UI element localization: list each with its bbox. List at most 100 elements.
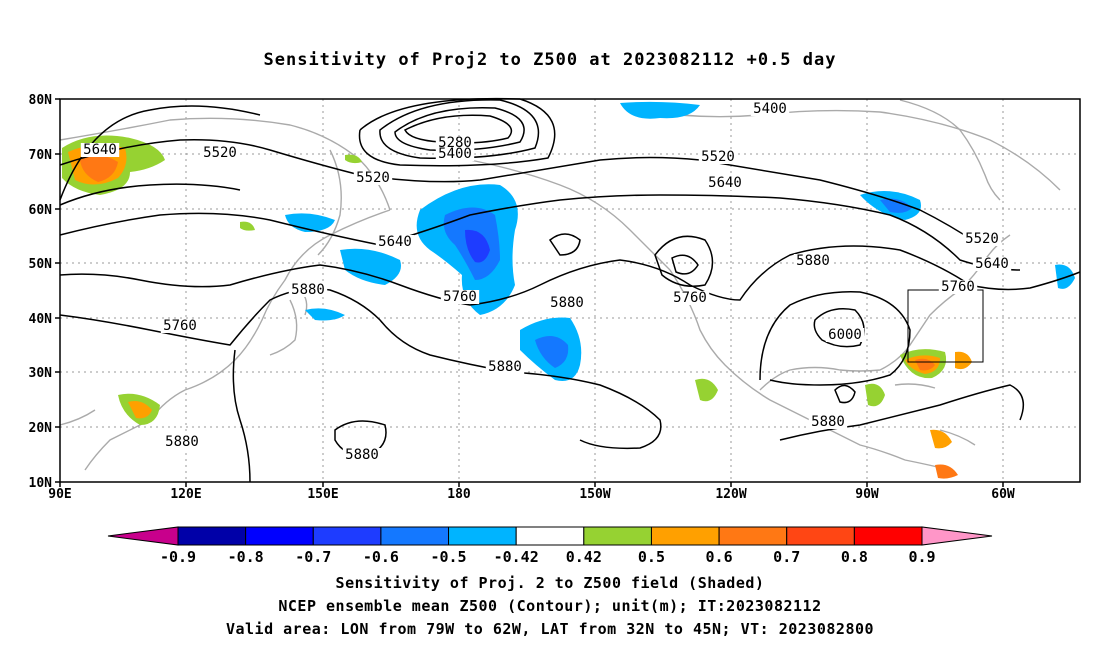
colorbar-swatch [448, 526, 517, 546]
contour-5880 [59, 288, 911, 450]
contour-labels: 5640 552055205280540054005520564056405760… [80, 101, 1012, 463]
contour-label: 5880 [165, 434, 199, 450]
colorbar-label: -0.9 [160, 548, 196, 566]
contour-label-bg [440, 290, 480, 304]
coastline-caribbean [894, 383, 976, 446]
colorbar-swatch [515, 526, 585, 546]
lat-label: 70N [29, 148, 53, 163]
contour-5760 [59, 245, 1081, 306]
colorbar-label: 0.5 [638, 548, 665, 566]
caption-shaded: Sensitivity of Proj. 2 to Z500 field (Sh… [335, 574, 765, 592]
colorbar-swatch [718, 526, 788, 546]
lat-label: 60N [29, 203, 53, 218]
colorbar-swatch [380, 526, 450, 546]
lon-label: 60W [991, 487, 1015, 502]
coastline-asia [59, 117, 391, 471]
latitude-labels: 80N 70N 60N 50N 40N 30N 20N 10N [29, 93, 53, 491]
caption-contour: NCEP ensemble mean Z500 (Contour); unit(… [278, 597, 822, 615]
contour-5280 [403, 114, 513, 144]
contour-label-bg [825, 328, 865, 342]
contour-label-bg [750, 102, 790, 116]
lon-label: 180 [447, 487, 471, 502]
contour-label: 5880 [345, 447, 379, 463]
contour-label-bg [435, 147, 475, 161]
contour-label-bg [435, 136, 475, 150]
lat-label: 40N [29, 312, 53, 327]
contour-label-bg [162, 435, 202, 449]
coastline-arctic [639, 109, 1061, 191]
colorbar-swatch [786, 526, 855, 546]
lat-label: 10N [29, 476, 53, 491]
contour-label-bg [547, 296, 587, 310]
contour-label: 5640 [378, 234, 412, 250]
coastline-greenland [899, 99, 1001, 201]
colorbar-high-arrow [921, 526, 993, 546]
lat-label: 50N [29, 257, 53, 272]
colorbar-swatch [650, 526, 720, 546]
lat-label: 30N [29, 366, 53, 381]
contour-label: 5400 [753, 101, 787, 117]
colorbar-low-arrow [107, 526, 179, 546]
colorbar-swatch [177, 526, 247, 546]
contour-label-bg [705, 176, 745, 190]
contour-label-bg [698, 150, 738, 164]
contour-label-bg [938, 280, 978, 294]
contour-label: 5880 [550, 295, 584, 311]
contour-label: 5640 [975, 256, 1009, 272]
contour-label: 5880 [291, 282, 325, 298]
contour-label-bg [485, 360, 525, 374]
colorbar-label: -0.8 [228, 548, 264, 566]
lon-label: 120E [170, 487, 201, 502]
contour-label: 5640 [83, 142, 117, 158]
contour-5640 [59, 194, 1021, 271]
colorbar-swatch [853, 526, 923, 546]
longitude-labels: 90E 120E 150E 180 150W 120W 90W 60W [48, 487, 1015, 502]
contour-label: 5880 [488, 359, 522, 375]
contour-label-bg [353, 171, 393, 185]
colorbar-label: 0.6 [706, 548, 733, 566]
contour-label: 6000 [828, 327, 862, 343]
map-frame [59, 98, 1081, 483]
contour-label: 5760 [941, 279, 975, 295]
contour-label: 5400 [438, 146, 472, 162]
contour-label-bg [80, 143, 120, 157]
contour-label: 5880 [796, 253, 830, 269]
contour-label-bg [342, 448, 382, 462]
colorbar-label: 0.7 [773, 548, 800, 566]
colorbar-label: 0.42 [566, 548, 602, 566]
contour-label-bg [670, 291, 710, 305]
lat-label: 80N [29, 93, 53, 108]
contour-label: 5640 [708, 175, 742, 191]
lon-label: 120W [715, 487, 746, 502]
contour-6000 [813, 308, 865, 348]
lon-label: 150E [307, 487, 338, 502]
colorbar-label: 0.9 [908, 548, 935, 566]
colorbar-label: -0.42 [494, 548, 539, 566]
coastline-japan [269, 289, 308, 356]
colorbar-label: -0.5 [430, 548, 466, 566]
colorbar-label: 0.8 [841, 548, 868, 566]
map-title: Sensitivity of Proj2 to Z500 at 20230821… [263, 50, 837, 70]
contour-label: 5520 [203, 145, 237, 161]
colorbar: -0.9 -0.8 -0.7 -0.6 -0.5 -0.42 0.42 0.5 0.6 0.7 0.… [107, 526, 993, 566]
lon-label: 150W [579, 487, 610, 502]
coastline-kamchatka [317, 149, 342, 256]
contour-label-bg [793, 254, 833, 268]
lon-label: 90E [48, 487, 71, 502]
contour-label-bg [375, 235, 415, 249]
contour-label: 5520 [965, 231, 999, 247]
lat-label: 20N [29, 421, 53, 436]
contour-label-bg [808, 415, 848, 429]
lon-label: 90W [855, 487, 879, 502]
colorbar-swatch [583, 526, 652, 546]
contour-label-bg [962, 232, 1002, 246]
contour-label-bg [972, 257, 1012, 271]
contour-label: 5760 [673, 290, 707, 306]
contour-label: 5760 [443, 289, 477, 305]
contour-label: 5760 [163, 318, 197, 334]
contour-label-bg [160, 319, 200, 333]
colorbar-swatch [312, 526, 382, 546]
colorbar-label: -0.6 [363, 548, 399, 566]
colorbar-label: -0.7 [295, 548, 331, 566]
